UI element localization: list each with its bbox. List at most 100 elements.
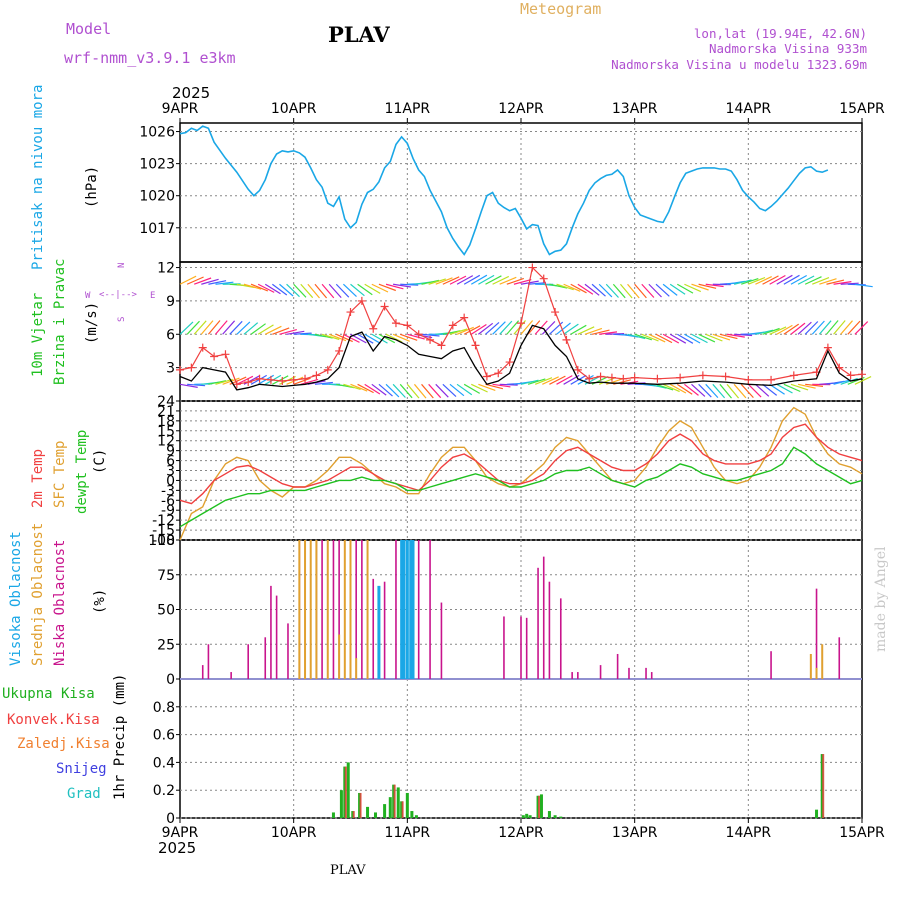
y-tick-label: 75 [157,568,175,584]
pressure-unit: (hPa) [84,166,100,208]
precip-bar-total [525,813,529,818]
wind-arrow [200,320,214,335]
x-tick-label-top: 15APR [839,101,885,117]
wind-arrow [641,283,655,298]
compass-e: E [150,291,155,301]
wind-arrow [705,283,724,288]
precip-bar-total [539,794,543,818]
wind-arrow [549,375,566,385]
x-tick-label-top: 9APR [162,101,199,117]
wind-arrow [293,283,307,298]
wind-arrow [762,327,780,335]
gust-marker [232,380,241,389]
wind-arrow [797,383,816,389]
precip-legend-conv: Konvek.Kisa [7,712,100,728]
wind-arrow [755,383,770,397]
wind-speed-line [179,324,863,391]
gust-marker [380,302,389,311]
model-name: wrf-nmm_v3.9.1 e3km [64,49,236,67]
wind-arrow [257,283,275,293]
elevation-label: Nadmorska Visina 933m [709,41,867,56]
pressure-line [179,125,829,256]
lonlat-label: lon,lat (19.94E, 42.6N) [694,26,867,41]
precip-bar-total [383,804,387,818]
gust-marker [721,372,730,381]
precip-bar-total [405,792,409,818]
wind-arrow [691,383,706,397]
gust-marker [244,378,253,387]
wind-arrow [421,333,440,337]
precip-bar-convective [344,766,347,818]
y-tick-label: 9 [166,294,175,310]
y-tick-label: 100 [148,533,175,549]
y-tick-label: 1026 [139,125,175,141]
wind-arrow [378,333,396,344]
wind-arrow [840,320,853,335]
wind-arrow [186,276,204,285]
wind-arrow [314,283,328,299]
wind-arrow [350,283,365,297]
precip-bar-total [553,815,557,818]
wind-arrow [193,320,207,335]
x-tick-label-bottom: 13APR [612,825,658,841]
gust-marker [266,375,275,384]
wind-arrow [684,333,701,344]
wind-arrow [385,283,404,290]
wind-arrow [342,283,357,298]
wind-arrow [378,283,397,292]
wind-arrow [805,383,824,387]
precip-bar-convective [822,754,825,818]
gust-marker [607,373,616,382]
gust-marker [767,375,776,384]
gust-marker [460,313,469,322]
gust-marker [482,372,491,381]
year-bottom: 2025 [158,839,196,857]
wind-arrow [691,333,708,344]
wind-arrow [854,321,869,335]
wind-arrow [328,283,342,299]
x-tick-label-bottom: 15APR [839,825,885,841]
wind-arrow [776,324,793,335]
wind-arrow [513,279,532,285]
wind-arrow [598,376,617,385]
wind-arrow [577,374,594,385]
wind-arrow [485,321,500,335]
wind-arrow [187,383,206,387]
cloud-label-mid: Srednja Oblacnost [30,523,46,666]
y-tick-label: 6 [166,327,175,343]
wind-arrow [719,333,738,340]
wind-arrow [229,320,243,335]
wind-arrow [350,383,368,392]
wind-label-1: 10m Vjetar [30,293,46,377]
wind-arrow [833,379,852,385]
y-tick-label: 12 [157,261,175,277]
wind-arrow [591,283,606,297]
x-tick-label-bottom: 10APR [271,825,317,841]
wind-arrow [222,320,236,335]
wind-arrow [769,274,786,285]
y-tick-label: 0.4 [153,755,175,771]
gust-marker [403,321,412,330]
precip-bar-total [346,762,350,818]
wind-arrow [705,383,719,399]
wind-arrow [400,333,418,341]
gust-marker [630,373,639,382]
wind-arrow [463,274,481,285]
wind-arrow [684,283,702,293]
compass-rose: N <--|--> W E S [85,263,155,322]
gust-marker [528,263,537,272]
gust-marker [846,371,855,380]
gust-marker [289,375,298,384]
y-tick-label: 1020 [139,189,175,205]
wind-arrow [783,323,800,335]
wind-arrow [748,276,766,285]
gust-marker [437,341,446,350]
wind-arrow [549,321,564,335]
wind-arrow [364,383,381,395]
wind-arrow [456,326,474,335]
gust-marker [494,369,503,378]
wind-arrow [314,333,333,339]
wind-arrow [478,274,495,285]
